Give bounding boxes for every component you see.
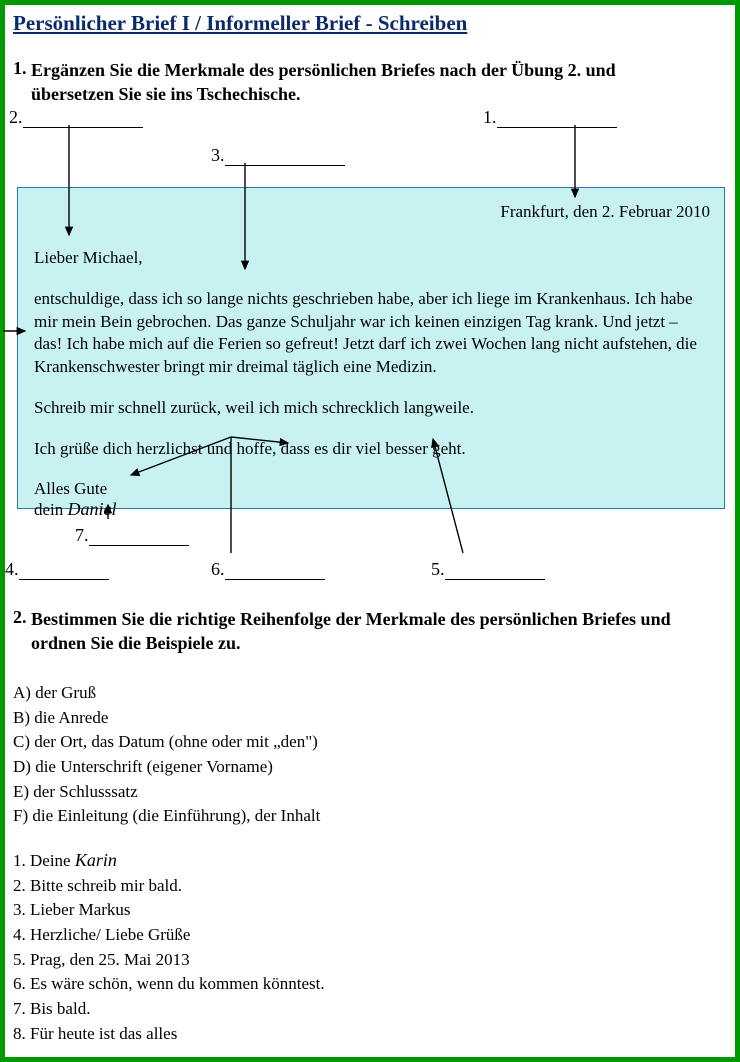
blank-2[interactable] — [23, 112, 143, 128]
label-2-num: 2. — [9, 107, 23, 127]
example-6: 6. Es wäre schön, wenn du kommen könntes… — [13, 972, 727, 997]
letter-salutation: Lieber Michael, — [34, 248, 710, 268]
example-2: 2. Bitte schreib mir bald. — [13, 874, 727, 899]
example-1: 1. Deine Karin — [13, 847, 727, 874]
letter-signature: dein Daniel — [34, 499, 710, 520]
example-1a: 1. Deine — [13, 851, 75, 870]
option-f: F) die Einleitung (die Einführung), der … — [13, 804, 727, 829]
sig-name: Daniel — [68, 499, 117, 519]
task1: 1. Ergänzen Sie die Merkmale des persönl… — [13, 58, 727, 107]
label-2: 2. — [9, 107, 143, 128]
blank-7[interactable] — [89, 530, 189, 546]
label-6-num: 6. — [211, 559, 225, 579]
example-7: 7. Bis bald. — [13, 997, 727, 1022]
options-list: A) der Gruß B) die Anrede C) der Ort, da… — [13, 681, 727, 829]
letter-body1: entschuldige, dass ich so lange nichts g… — [34, 288, 710, 380]
option-d: D) die Unterschrift (eigener Vorname) — [13, 755, 727, 780]
letter-close: Alles Gute — [34, 479, 710, 499]
letter-body3: Ich grüße dich herzlichst und hoffe, das… — [34, 438, 710, 461]
option-a: A) der Gruß — [13, 681, 727, 706]
letter-diagram: 2. 1. 3. 7. 4. 6. 5. Frankfurt, den 2. F… — [13, 107, 727, 567]
label-3: 3. — [211, 145, 345, 166]
blank-3[interactable] — [225, 150, 345, 166]
task2-text: Bestimmen Sie die richtige Reihenfolge d… — [31, 607, 671, 656]
label-4-num: 4. — [5, 559, 19, 579]
label-6: 6. — [211, 559, 325, 580]
label-4: 4. — [5, 559, 109, 580]
task2-number: 2. — [13, 607, 31, 656]
blank-1[interactable] — [497, 112, 617, 128]
label-7-num: 7. — [75, 525, 89, 545]
example-5: 5. Prag, den 25. Mai 2013 — [13, 948, 727, 973]
example-1b: Karin — [75, 850, 117, 870]
task1-line2: übersetzen Sie sie ins Tschechische. — [31, 84, 301, 104]
task1-text: Ergänzen Sie die Merkmale des persönlich… — [31, 58, 616, 107]
blank-6[interactable] — [225, 564, 325, 580]
sig-prefix: dein — [34, 500, 68, 519]
letter-box: Frankfurt, den 2. Februar 2010 Lieber Mi… — [17, 187, 725, 509]
label-3-num: 3. — [211, 145, 225, 165]
task2-line2: ordnen Sie die Beispiele zu. — [31, 633, 241, 653]
letter-date: Frankfurt, den 2. Februar 2010 — [34, 202, 710, 222]
label-1: 1. — [483, 107, 617, 128]
blank-5[interactable] — [445, 564, 545, 580]
label-7: 7. — [75, 525, 189, 546]
examples-list: 1. Deine Karin 2. Bitte schreib mir bald… — [13, 847, 727, 1046]
page-container: Persönlicher Brief I / Informeller Brief… — [0, 0, 740, 1062]
task1-line1: Ergänzen Sie die Merkmale des persönlich… — [31, 60, 616, 80]
option-e: E) der Schlusssatz — [13, 780, 727, 805]
task2: 2. Bestimmen Sie die richtige Reihenfolg… — [13, 607, 727, 656]
option-c: C) der Ort, das Datum (ohne oder mit „de… — [13, 730, 727, 755]
example-4: 4. Herzliche/ Liebe Grüße — [13, 923, 727, 948]
label-1-num: 1. — [483, 107, 497, 127]
example-8: 8. Für heute ist das alles — [13, 1022, 727, 1047]
example-3: 3. Lieber Markus — [13, 898, 727, 923]
task2-line1: Bestimmen Sie die richtige Reihenfolge d… — [31, 609, 671, 629]
task1-number: 1. — [13, 58, 31, 107]
blank-4[interactable] — [19, 564, 109, 580]
label-5: 5. — [431, 559, 545, 580]
option-b: B) die Anrede — [13, 706, 727, 731]
page-title: Persönlicher Brief I / Informeller Brief… — [13, 11, 727, 36]
letter-body2: Schreib mir schnell zurück, weil ich mic… — [34, 397, 710, 420]
label-5-num: 5. — [431, 559, 445, 579]
